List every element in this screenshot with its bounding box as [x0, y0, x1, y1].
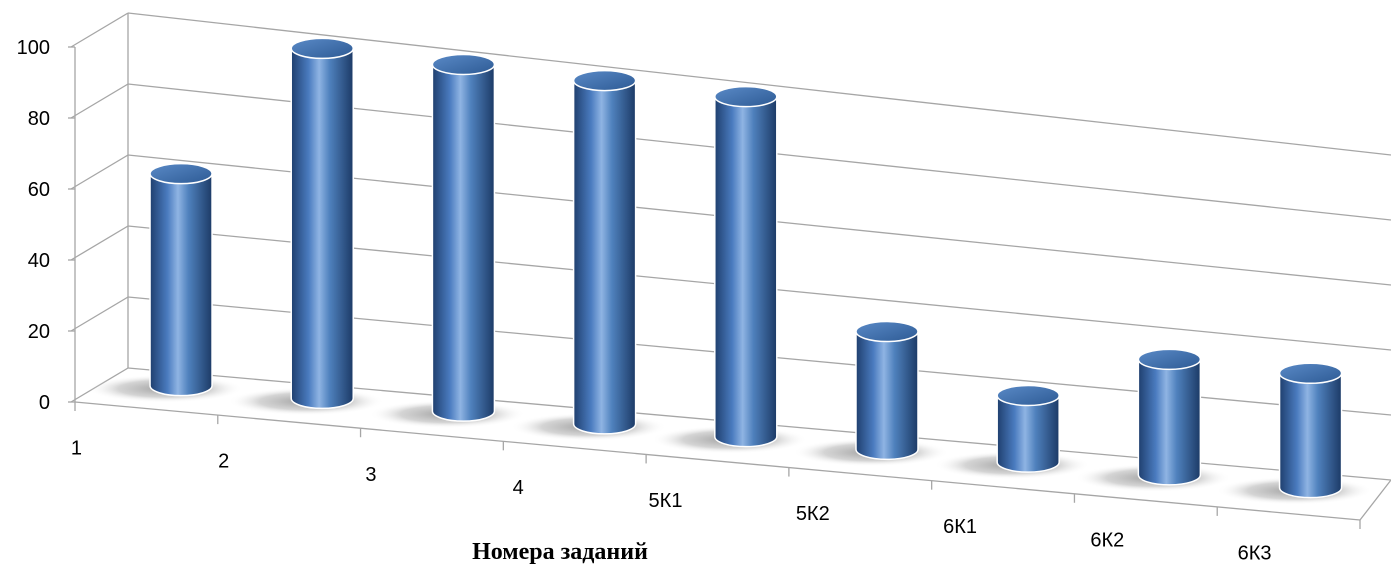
x-axis-line — [74, 401, 1361, 521]
x-tick-label: 3 — [365, 464, 376, 486]
bar-top-6К1 — [996, 384, 1060, 407]
x-tick-label: 5К1 — [649, 490, 683, 512]
bar-top-5К2 — [855, 320, 919, 343]
floor-right-edge — [1359, 479, 1391, 521]
bar-4 — [572, 79, 637, 435]
bar-top-1 — [149, 162, 213, 185]
bar-1 — [149, 172, 213, 397]
bars — [87, 37, 1373, 505]
bar-top-3 — [431, 53, 496, 76]
x-tick-label: 6К3 — [1238, 542, 1272, 564]
bar-3 — [431, 63, 496, 422]
side-gridline — [70, 12, 129, 48]
bar-top-5К1 — [714, 85, 778, 108]
bar-5К1 — [714, 95, 778, 448]
bar-2 — [290, 47, 354, 410]
y-tick-label: 60 — [28, 179, 50, 201]
bar-6К1 — [996, 394, 1060, 473]
x-tick-label: 4 — [513, 477, 524, 499]
y-tick-label: 80 — [28, 108, 50, 130]
x-tick-label: 6К2 — [1090, 529, 1124, 551]
x-tick-label: 1 — [71, 438, 82, 460]
bar-5К2 — [855, 330, 919, 461]
y-tick-label: 0 — [39, 392, 50, 414]
bar-6К2 — [1137, 358, 1202, 486]
bar-top-2 — [290, 37, 354, 60]
side-gridline — [70, 296, 129, 332]
y-tick-label: 40 — [28, 250, 50, 272]
y-tick-label: 20 — [28, 321, 50, 343]
axes — [68, 46, 1391, 529]
tick-labels: 0 20 40 60 80 100 1 2 3 4 5К1 5К2 6К1 6К2 6К3 — [17, 37, 1272, 564]
bar-top-6К2 — [1137, 348, 1202, 371]
bar-top-4 — [572, 69, 637, 92]
y-tick-label: 100 — [17, 37, 50, 59]
bar-6К3 — [1278, 372, 1343, 499]
x-tick-label: 5К2 — [796, 503, 830, 525]
side-gridline — [70, 154, 129, 190]
x-tick-label: 6К1 — [943, 516, 977, 538]
x-axis-title: Номера заданий — [472, 539, 648, 565]
side-gridline — [70, 83, 129, 119]
side-gridline — [70, 225, 129, 261]
bar-top-6К3 — [1278, 362, 1343, 385]
x-tick-label: 2 — [218, 451, 229, 473]
gridline — [127, 12, 1391, 156]
